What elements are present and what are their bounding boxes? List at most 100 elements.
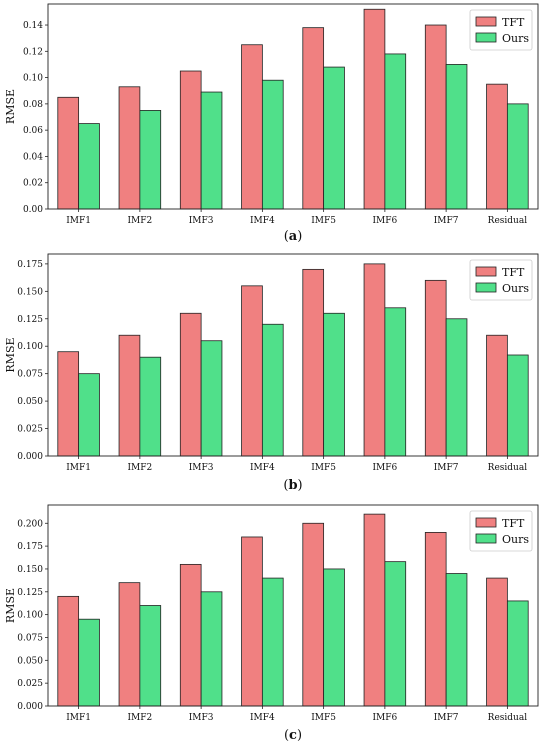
x-tick-label: Residual	[488, 216, 528, 226]
bar-ours-imf5	[323, 568, 345, 707]
panel-caption-letter: b	[288, 478, 297, 493]
legend-swatch-tft	[475, 266, 497, 277]
bar-tft-imf5	[302, 268, 325, 457]
legend-swatch-ours	[475, 533, 497, 544]
y-tick-label: 0.04	[23, 152, 43, 162]
bar-tft-imf4	[241, 536, 263, 707]
panel-caption-letter: c	[289, 728, 297, 743]
bar-ours-imf6	[384, 53, 407, 210]
y-tick-label: 0.10	[23, 74, 43, 84]
panel-caption-letter: a	[289, 229, 298, 244]
bar-tft-residual	[486, 577, 508, 707]
y-tick-label: 0.08	[23, 100, 43, 110]
y-tick-label: 0.050	[17, 397, 43, 407]
legend-label-tft: TFT	[502, 266, 525, 279]
legend-label-ours: Ours	[502, 282, 529, 295]
bar-tft-imf4	[241, 44, 263, 210]
x-tick-label: IMF7	[434, 713, 459, 723]
y-tick-label: 0.100	[17, 342, 43, 352]
x-tick-label: Residual	[488, 713, 528, 723]
bar-tft-imf5	[302, 27, 325, 210]
bar-tft-imf2	[118, 334, 141, 457]
x-tick-label: IMF2	[128, 463, 153, 473]
x-tick-label: IMF5	[311, 216, 336, 226]
y-tick-label: 0.125	[17, 315, 43, 325]
y-tick-label: 0.150	[17, 287, 43, 297]
x-tick-label: IMF4	[250, 463, 275, 473]
y-tick-label: 0.075	[17, 633, 43, 643]
bar-ours-imf7	[445, 318, 468, 457]
x-tick-label: IMF6	[373, 216, 398, 226]
plot-frame	[47, 253, 539, 457]
x-tick-label: IMF3	[189, 216, 214, 226]
panel-caption: (b)	[283, 478, 302, 493]
legend-label-ours: Ours	[502, 32, 529, 45]
legend-label-tft: TFT	[502, 517, 525, 530]
bar-tft-imf7	[424, 279, 447, 457]
bar-ours-imf5	[323, 312, 345, 457]
x-tick-label: IMF4	[250, 216, 275, 226]
y-tick-label: 0.125	[17, 588, 43, 598]
bar-tft-imf4	[241, 285, 263, 457]
panel-caption: (c)	[284, 728, 302, 743]
bar-ours-imf1	[78, 373, 100, 457]
bar-tft-imf6	[363, 263, 386, 457]
y-tick-label: 0.175	[17, 542, 43, 552]
y-tick-label: 0.14	[23, 21, 43, 31]
bar-tft-imf7	[424, 532, 447, 707]
bar-tft-imf1	[57, 351, 80, 457]
bar-ours-residual	[506, 354, 529, 457]
y-tick-label: 0.150	[17, 565, 43, 575]
bar-tft-imf6	[363, 513, 386, 707]
bar-ours-residual	[506, 600, 529, 707]
legend-label-ours: Ours	[502, 533, 529, 546]
bar-ours-imf2	[139, 605, 162, 707]
legend-swatch-tft	[475, 517, 497, 528]
bar-ours-imf4	[261, 79, 284, 210]
bar-ours-imf7	[445, 573, 468, 707]
bar-ours-imf2	[139, 356, 162, 457]
panel-caption: (a)	[284, 229, 303, 244]
y-tick-label: 0.200	[17, 519, 43, 529]
chart-panel-b: 0.000 0.025 0.050 0.075 0.100 0.125 0.150 0.175…	[4, 253, 539, 493]
y-axis-label: RMSE	[4, 588, 17, 623]
y-axis-label: RMSE	[4, 89, 17, 124]
y-tick-label: 0.12	[23, 47, 43, 57]
x-tick-label: IMF7	[434, 216, 459, 226]
bar-ours-imf1	[78, 618, 100, 707]
y-axis-label: RMSE	[4, 337, 17, 372]
bar-tft-imf6	[363, 8, 386, 210]
plot-frame	[47, 3, 539, 210]
y-tick-label: 0.050	[17, 656, 43, 666]
x-tick-label: IMF4	[250, 713, 275, 723]
legend-swatch-ours	[475, 32, 497, 43]
plot-frame	[47, 504, 539, 707]
y-tick-label: 0.025	[17, 425, 43, 435]
y-tick-label: 0.025	[17, 679, 43, 689]
chart-panel-a: 0.00 0.02 0.04 0.06 0.08 0.10 0.12 0.14 RMSE IMF1…	[4, 3, 539, 244]
x-tick-label: IMF5	[311, 713, 336, 723]
bar-tft-imf2	[118, 86, 141, 210]
bar-tft-imf5	[302, 522, 325, 707]
bar-ours-imf6	[384, 561, 407, 707]
bar-tft-residual	[486, 83, 508, 210]
bar-ours-imf6	[384, 307, 407, 457]
bar-ours-imf3	[200, 91, 223, 210]
y-tick-label: 0.000	[17, 702, 43, 712]
x-tick-label: Residual	[488, 463, 528, 473]
x-tick-label: IMF1	[66, 713, 91, 723]
x-tick-label: IMF3	[189, 713, 214, 723]
bar-ours-residual	[506, 103, 529, 210]
bar-ours-imf2	[139, 110, 162, 210]
x-tick-label: IMF2	[128, 216, 153, 226]
x-tick-label: IMF3	[189, 463, 214, 473]
bar-tft-imf1	[57, 96, 80, 210]
chart-panel-c: 0.000 0.025 0.050 0.075 0.100 0.125 0.150 0.175…	[4, 504, 539, 743]
x-tick-label: IMF7	[434, 463, 459, 473]
bar-ours-imf3	[200, 591, 223, 707]
bar-ours-imf3	[200, 340, 223, 457]
bar-tft-imf2	[118, 582, 141, 707]
bar-tft-imf3	[179, 563, 202, 707]
y-tick-label: 0.02	[23, 179, 43, 189]
